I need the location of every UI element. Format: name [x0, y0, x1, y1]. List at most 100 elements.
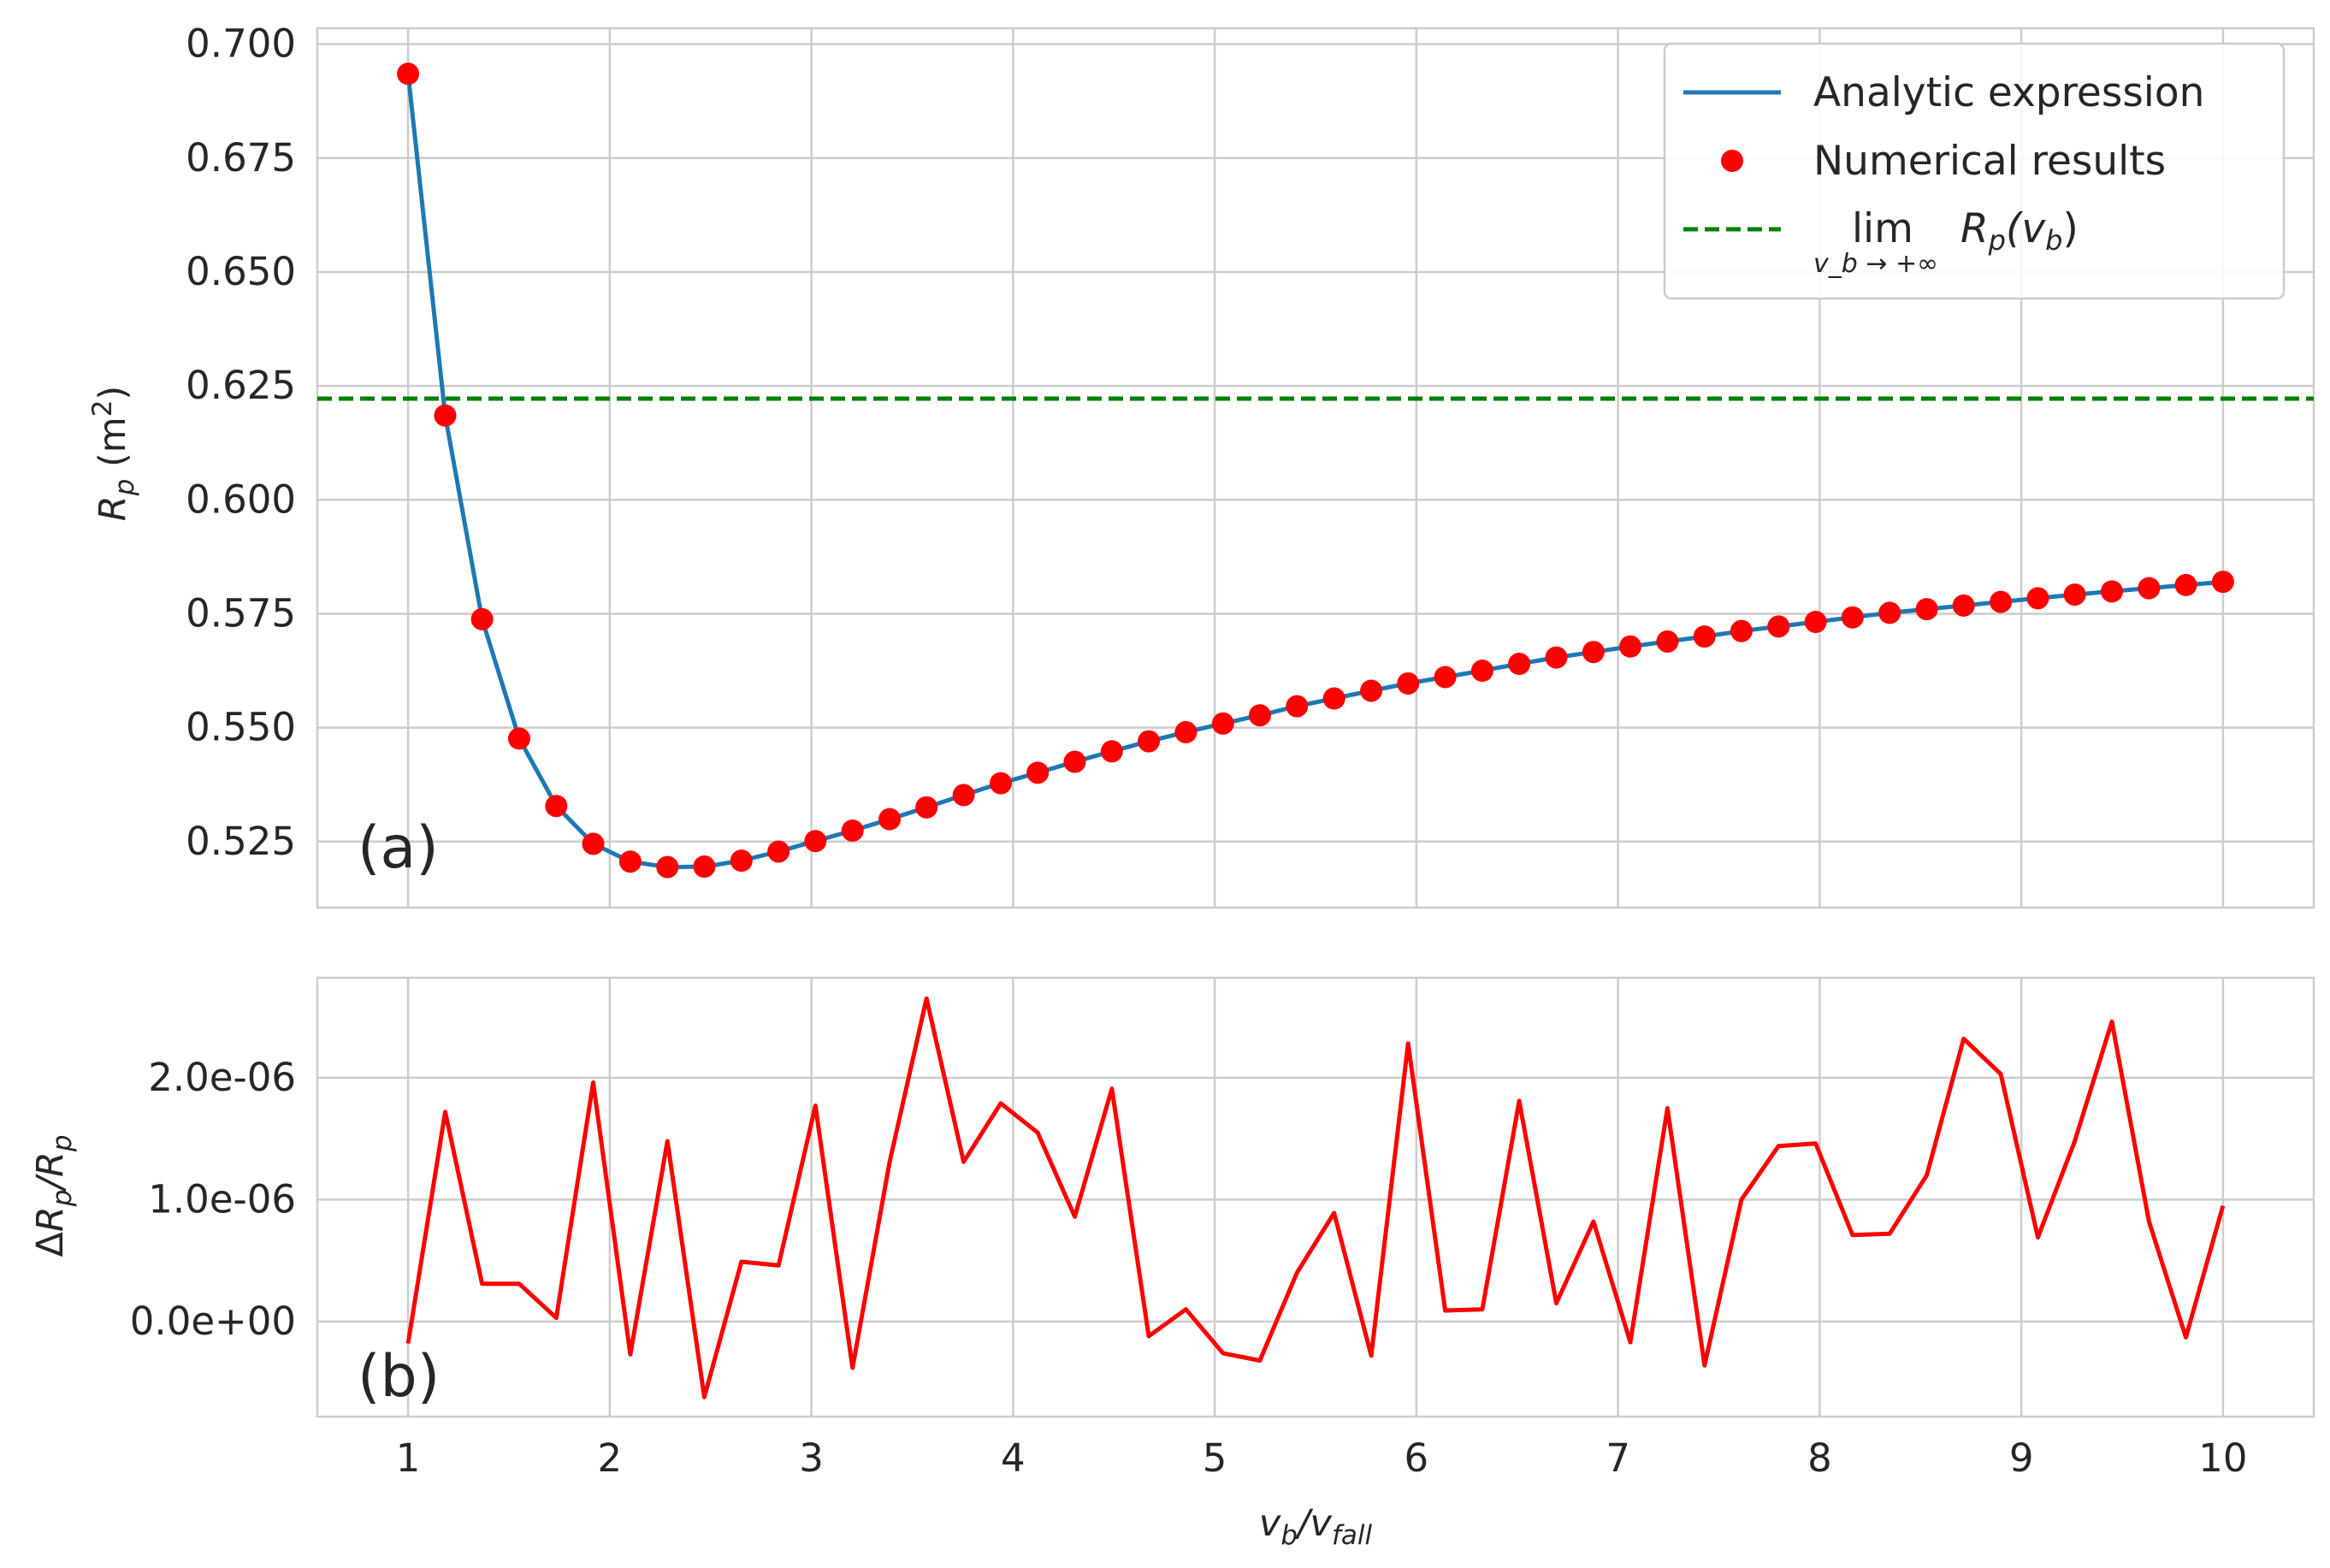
numerical-point	[2026, 587, 2049, 610]
numerical-point	[1397, 672, 1420, 695]
panel-b-frame	[316, 976, 2315, 1418]
numerical-point	[1360, 679, 1383, 702]
numerical-point	[878, 808, 902, 831]
ytick-b-label: 0.0e+00	[130, 1299, 296, 1344]
numerical-point	[1174, 720, 1198, 743]
xtick-label: 1	[396, 1435, 421, 1481]
numerical-point	[618, 850, 642, 873]
numerical-points-group	[397, 62, 2234, 879]
numerical-point	[1767, 615, 1790, 638]
numerical-point	[470, 607, 494, 630]
xtick-label: 8	[1807, 1435, 1832, 1481]
numerical-point	[767, 840, 790, 863]
numerical-point	[656, 855, 679, 879]
legend: Analytic expression Numerical results li…	[1663, 42, 2286, 300]
numerical-point	[1100, 740, 1123, 763]
numerical-point	[1545, 646, 1568, 669]
numerical-point	[1286, 695, 1309, 718]
xtick-label: 10	[2198, 1435, 2247, 1481]
ylabel-a-r: R	[92, 495, 134, 521]
panel-a: 0.525 0.550 0.575 0.600 0.625 0.650 0.675 0.700…	[87, 21, 2315, 909]
legend-numerical-label: Numerical results	[1813, 138, 2166, 185]
panel-a-frame	[316, 27, 2315, 909]
legend-numerical-swatch	[1721, 150, 1743, 172]
ytick-a-label: 0.600	[186, 476, 296, 522]
ylabel-a-unit-open: (m	[92, 417, 134, 478]
numerical-point	[545, 795, 568, 818]
numerical-point	[1952, 594, 1975, 617]
x-axis-label: vb/vfall	[1259, 1502, 1373, 1551]
legend-limit-expr: Rp(vb)	[1960, 205, 2079, 257]
ytick-a-label: 0.675	[186, 135, 296, 180]
panel-b-x-tick-labels: 1 2 3 4 5 6 7 8 9 10	[396, 1435, 2248, 1481]
ylabel-a-unit-close: )	[92, 386, 134, 400]
relative-error-line-group	[405, 996, 2226, 1399]
numerical-point	[2211, 571, 2234, 594]
panel-a-y-tick-labels: 0.525 0.550 0.575 0.600 0.625 0.650 0.675 0.700	[186, 21, 296, 864]
ytick-a-label: 0.525	[186, 819, 296, 864]
ytick-a-label: 0.650	[186, 249, 296, 294]
numerical-point	[1026, 761, 1050, 784]
numerical-point	[1508, 653, 1531, 676]
numerical-point	[2138, 577, 2161, 600]
xtick-label: 6	[1405, 1435, 1429, 1481]
numerical-point	[730, 849, 753, 873]
panel-a-y-axis-label: Rp (m2)	[87, 386, 140, 521]
panel-b-grid	[317, 978, 2314, 1417]
numerical-point	[989, 772, 1012, 795]
panel-a-grid	[317, 28, 2314, 908]
ylabel-a-sub: p	[109, 479, 140, 497]
numerical-point	[1434, 666, 1457, 689]
numerical-point	[1582, 641, 1605, 664]
panel-b: 0.0e+00 1.0e-06 2.0e-06 1 2 3 4 5 6 7 8 9 10 (b) ΔR…	[29, 976, 2315, 1551]
numerical-point	[1063, 750, 1086, 773]
ytick-a-label: 0.625	[186, 363, 296, 408]
relative-error-line	[405, 996, 2226, 1399]
ytick-a-label: 0.550	[186, 705, 296, 750]
numerical-point	[1730, 619, 1753, 642]
numerical-point	[397, 62, 420, 86]
numerical-point	[1693, 625, 1716, 648]
numerical-point	[1248, 704, 1271, 727]
xtick-label: 2	[598, 1435, 623, 1481]
numerical-point	[804, 830, 827, 853]
numerical-point	[1322, 687, 1345, 710]
numerical-point	[1470, 660, 1493, 683]
panel-b-y-axis-label: ΔRp/Rp	[29, 1134, 78, 1257]
ylabel-a-sup: 2	[87, 400, 118, 417]
legend-frame	[1663, 42, 2286, 300]
panel-b-y-tick-labels: 0.0e+00 1.0e-06 2.0e-06	[130, 1055, 296, 1344]
numerical-point	[1138, 730, 1161, 753]
numerical-point	[1619, 635, 1642, 658]
legend-limit-under: v_b → +∞	[1813, 249, 1938, 279]
numerical-point	[1656, 630, 1679, 653]
numerical-point	[1915, 598, 1938, 621]
numerical-point	[841, 819, 864, 842]
numerical-point	[952, 784, 975, 807]
numerical-point	[2174, 573, 2197, 596]
numerical-point	[1990, 590, 2013, 613]
legend-limit-lim: lim	[1852, 205, 1913, 252]
numerical-point	[1878, 601, 1901, 624]
numerical-point	[434, 404, 457, 427]
xtick-label: 3	[799, 1435, 824, 1481]
panel-label-a: (a)	[358, 814, 439, 882]
numerical-point	[582, 832, 605, 855]
xtick-label: 7	[1606, 1435, 1630, 1481]
numerical-point	[693, 855, 716, 879]
ytick-b-label: 2.0e-06	[148, 1055, 296, 1100]
ytick-a-label: 0.575	[186, 590, 296, 636]
numerical-point	[507, 727, 530, 750]
panel-label-b: (b)	[358, 1343, 440, 1411]
xtick-label: 5	[1203, 1435, 1227, 1481]
numerical-point	[2063, 583, 2086, 606]
numerical-point	[1841, 606, 1864, 629]
numerical-point	[2101, 580, 2124, 603]
xtick-label: 4	[1001, 1435, 1026, 1481]
ytick-b-label: 1.0e-06	[148, 1176, 296, 1222]
numerical-point	[1211, 712, 1234, 735]
numerical-point	[915, 796, 938, 819]
xtick-label: 9	[2009, 1435, 2034, 1481]
legend-analytic-label: Analytic expression	[1813, 69, 2204, 116]
